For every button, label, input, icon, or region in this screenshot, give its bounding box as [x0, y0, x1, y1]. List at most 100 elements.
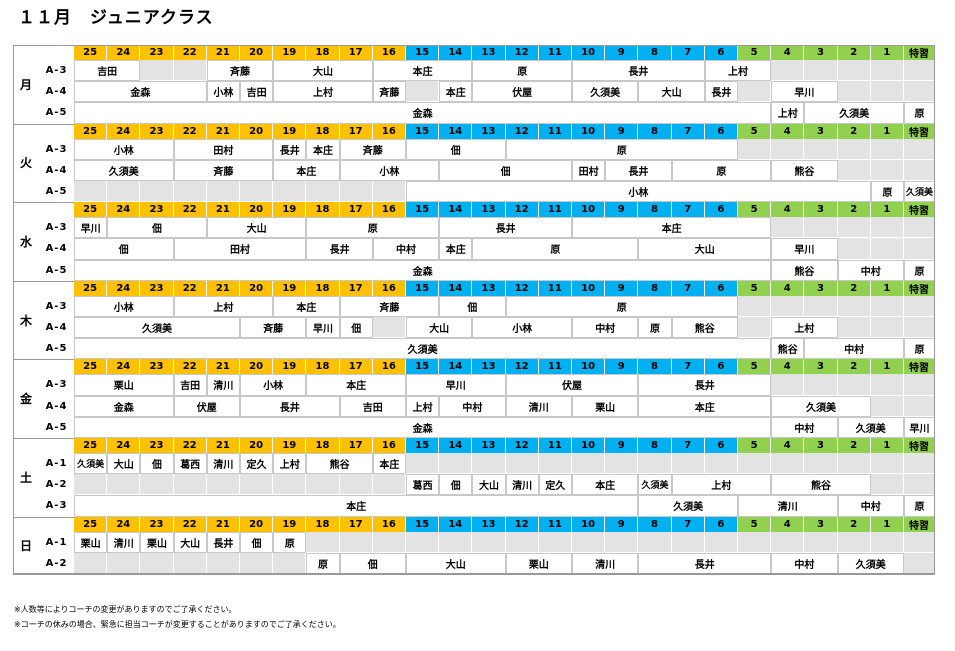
coach-slot: 原 [505, 295, 738, 317]
coach-slot: 長井 [572, 60, 705, 82]
class-label: A-2 [45, 557, 68, 569]
class-label: A-2 [45, 479, 68, 491]
coach-slot: 大山 [273, 60, 373, 82]
column-header: 23 [140, 45, 174, 60]
empty-slot [904, 295, 935, 317]
empty-slot [904, 395, 935, 417]
coach-slot: 斉藤 [206, 60, 274, 82]
coach-slot: 上村 [771, 317, 838, 339]
column-header: 13 [472, 280, 506, 296]
coach-slot: 金森 [74, 416, 772, 438]
column-header: 15 [406, 280, 440, 296]
empty-slot [704, 531, 738, 553]
column-header: 9 [605, 45, 639, 60]
class-label: A-3 [45, 379, 68, 391]
header-blank [39, 202, 74, 217]
empty-slot [904, 60, 935, 82]
column-header: 1 [870, 202, 904, 218]
coach-slot: 佃 [439, 295, 506, 317]
coach-slot: 本庄 [273, 295, 340, 317]
empty-slot [140, 60, 174, 82]
coach-slot: 伏屋 [505, 374, 639, 396]
empty-slot [572, 531, 606, 553]
coach-slot: 吉田 [339, 395, 406, 417]
day-label: 日 [19, 538, 32, 553]
column-header: 25 [74, 45, 108, 60]
coach-slot: 清川 [505, 474, 539, 496]
class-label: A-1 [45, 458, 68, 470]
empty-slot [372, 181, 406, 203]
coach-slot: 栗山 [140, 531, 174, 553]
empty-slot [339, 181, 373, 203]
column-header: 22 [173, 359, 207, 375]
empty-slot [472, 531, 506, 553]
empty-slot [904, 374, 935, 396]
column-header: 23 [140, 202, 174, 218]
coach-slot: 吉田 [173, 374, 207, 396]
coach-slot: 原 [904, 495, 935, 517]
empty-slot [671, 531, 705, 553]
class-label: A-4 [45, 164, 68, 176]
column-header: 3 [804, 280, 838, 296]
class-label: A-5 [45, 421, 68, 433]
column-header: 19 [273, 280, 307, 296]
coach-slot: 上村 [704, 60, 772, 82]
column-header: 12 [505, 202, 539, 218]
column-header: 14 [439, 359, 473, 375]
empty-slot [804, 531, 838, 553]
empty-slot [904, 317, 935, 339]
empty-slot [306, 181, 340, 203]
empty-slot [837, 138, 871, 160]
empty-slot [771, 138, 805, 160]
notes: ※人数等によりコーチの変更がありますのでご了承ください。 ※コーチの休みの場合、… [14, 602, 341, 632]
empty-slot [538, 453, 572, 475]
coach-slot: 上村 [771, 102, 805, 124]
coach-slot: 早川 [74, 217, 108, 239]
column-header: 25 [74, 438, 108, 453]
coach-slot: 中村 [804, 338, 904, 360]
column-header: 9 [605, 359, 639, 375]
class-label: A-4 [45, 86, 68, 98]
column-header: 8 [638, 280, 672, 296]
coach-slot: 長井 [273, 138, 307, 160]
empty-slot [738, 531, 772, 553]
column-header: 17 [339, 123, 373, 139]
coach-slot: 熊谷 [771, 474, 871, 496]
column-header: 23 [140, 359, 174, 375]
column-header: 6 [704, 516, 738, 532]
coach-slot: 栗山 [505, 552, 572, 574]
column-header: 7 [671, 516, 705, 532]
empty-slot [804, 138, 838, 160]
coach-slot: 伏屋 [173, 395, 240, 417]
coach-slot: 上村 [173, 295, 274, 317]
coach-slot: 清川 [206, 374, 240, 396]
column-header: 4 [771, 202, 805, 218]
coach-slot: 佃 [140, 453, 174, 475]
coach-slot: 久須美 [74, 338, 772, 360]
coach-slot: 小林 [74, 138, 174, 160]
column-header: 8 [638, 123, 672, 139]
column-header: 特習 [904, 438, 935, 453]
empty-slot [904, 474, 935, 496]
empty-slot [74, 552, 108, 574]
coach-slot: 清川 [505, 395, 572, 417]
class-label: A-5 [45, 186, 68, 198]
column-header: 9 [605, 202, 639, 218]
column-header: 5 [738, 359, 772, 375]
class-label: A-4 [45, 243, 68, 255]
coach-slot: 金森 [74, 395, 174, 417]
coach-slot: 中村 [837, 495, 904, 517]
coach-slot: 金森 [74, 81, 207, 103]
column-header: 16 [372, 359, 406, 375]
column-header: 13 [472, 359, 506, 375]
coach-slot: 熊谷 [771, 259, 838, 281]
empty-slot [74, 474, 108, 496]
coach-slot: 斉藤 [339, 295, 440, 317]
empty-slot [804, 217, 838, 239]
column-header: 12 [505, 438, 539, 453]
coach-slot: 大山 [107, 453, 141, 475]
empty-slot [406, 81, 440, 103]
column-header: 8 [638, 438, 672, 453]
column-header: 4 [771, 359, 805, 375]
header-blank [39, 517, 74, 532]
